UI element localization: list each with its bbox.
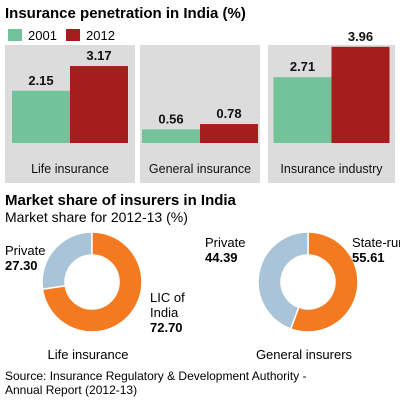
general-private-value: 44.39: [205, 250, 238, 265]
bar-value-label-2001-0: 2.15: [28, 73, 53, 88]
bar-value-labels: 2.15 3.17 0.56 0.78 2.71 3.96: [28, 29, 373, 127]
category-label-2: Insurance industry: [280, 162, 383, 176]
market-share-title: Market share of insurers in India: [5, 192, 237, 209]
legend-swatch-2001: [8, 29, 22, 41]
life-lic-label-line1: LIC of: [150, 290, 185, 305]
donut-general-insurers: [257, 231, 359, 333]
donut-slice-lic-of-india: [41, 231, 143, 333]
life-lic-label-line2: India: [150, 305, 179, 320]
bar-2012-1: [200, 124, 258, 143]
life-private-value: 27.30: [5, 258, 38, 273]
category-label-0: Life insurance: [31, 162, 109, 176]
bar-value-label-2012-2: 3.96: [348, 29, 373, 44]
general-insurers-caption: General insurers: [256, 347, 353, 362]
donut-slice-private: [257, 231, 309, 330]
life-private-label: Private: [5, 243, 45, 258]
bar-2001-1: [142, 129, 200, 143]
donut-slice-state-run: [289, 231, 359, 333]
general-private-label: Private: [205, 235, 245, 250]
legend-label-2012: 2012: [86, 28, 115, 43]
market-share-subtitle: Market share for 2012-13 (%): [5, 209, 188, 225]
general-state-run-value: 55.61: [352, 250, 385, 265]
source-line-1: Source: Insurance Regulatory & Developme…: [5, 369, 307, 383]
bar-value-label-2012-0: 3.17: [86, 48, 111, 63]
bar-panel-1: [140, 45, 260, 183]
legend-swatch-2012: [66, 29, 80, 41]
bar-2012-2: [331, 46, 390, 144]
bar-2001-0: [12, 90, 70, 143]
category-label-1: General insurance: [149, 162, 251, 176]
category-labels: Life insurance General insurance Insurance…: [31, 162, 383, 176]
donut-slice-private: [41, 231, 93, 291]
life-lic-value: 72.70: [150, 320, 183, 335]
donut-life-insurance: [41, 231, 143, 333]
general-state-run-label: State-run: [352, 235, 400, 250]
bar-2001-2: [273, 77, 332, 143]
bar-chart-title: Insurance penetration in India (%): [5, 5, 246, 22]
life-insurance-caption: Life insurance: [48, 347, 129, 362]
bar-value-label-2001-1: 0.56: [158, 111, 183, 126]
legend-label-2001: 2001: [28, 28, 57, 43]
bar-value-label-2001-2: 2.71: [290, 59, 315, 74]
bar-2012-0: [70, 66, 128, 143]
source-line-2: Annual Report (2012-13): [5, 383, 137, 397]
bar-value-label-2012-1: 0.78: [216, 106, 241, 121]
bars: [12, 46, 390, 144]
